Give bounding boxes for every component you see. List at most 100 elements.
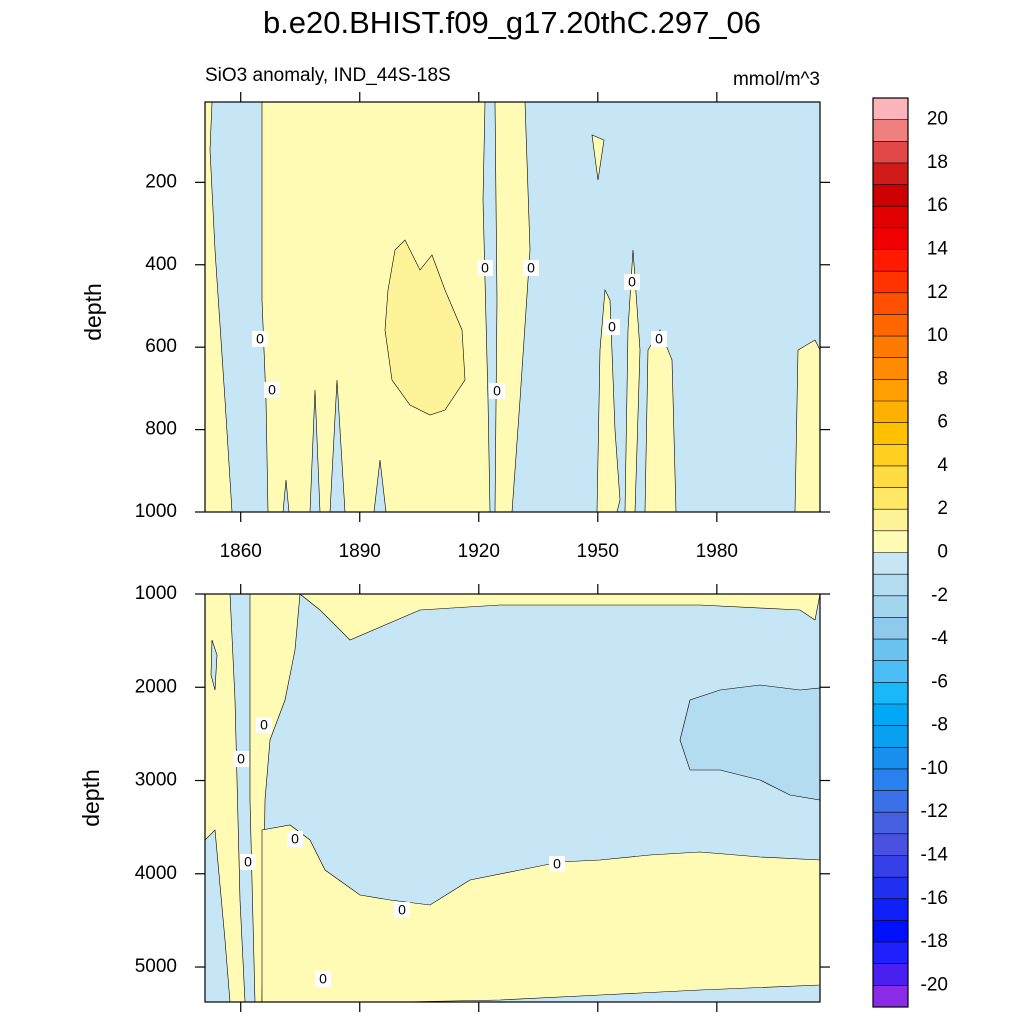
colorbar-tick-label: -2	[931, 585, 948, 606]
x-tick-label: 1890	[339, 541, 381, 562]
colorbar-tick-label: -14	[921, 845, 949, 866]
y-tick-label: 1000	[135, 583, 177, 604]
colorbar-box	[873, 574, 908, 596]
contour-label: 0	[628, 274, 636, 290]
contour-label: 0	[319, 971, 327, 987]
colorbar-box	[873, 877, 908, 899]
colorbar-box	[873, 639, 908, 661]
contour-label: 0	[268, 382, 276, 398]
colorbar-tick-label: -10	[921, 758, 948, 779]
colorbar-tick-label: -16	[921, 888, 948, 909]
colorbar-tick-label: 14	[927, 239, 949, 260]
contour-label-box	[477, 260, 493, 276]
colorbar-box	[873, 942, 908, 964]
colorbar-box	[873, 920, 908, 943]
colorbar-box	[873, 162, 908, 185]
y-axis-label: depth	[80, 283, 106, 341]
contour-label-box	[233, 751, 249, 767]
contour-label: 0	[260, 717, 268, 733]
colorbar-tick-label: -20	[921, 974, 948, 995]
colorbar-box	[873, 98, 908, 120]
colorbar-box	[873, 292, 908, 315]
y-tick-label: 1000	[135, 501, 177, 522]
plot-frame	[204, 101, 821, 513]
units: mmol/m^3	[733, 69, 820, 90]
contour-label: 0	[237, 751, 245, 767]
colorbar-tick-label: 18	[927, 152, 948, 173]
y-axis-label: depth	[78, 769, 104, 827]
x-tick-label: 1920	[458, 541, 500, 562]
subtitle: SiO3 anomaly, IND_44S-18S	[205, 65, 451, 86]
contour-label: 0	[655, 331, 663, 347]
colorbar-box	[873, 985, 908, 1007]
colorbar-tick-label: 12	[927, 282, 948, 303]
colorbar-box	[873, 249, 908, 272]
contour-label-box	[651, 331, 667, 347]
y-tick-label: 400	[145, 254, 177, 275]
colorbar-tick-label: -6	[931, 671, 948, 692]
contour-label-box	[523, 260, 539, 276]
contour-label-box	[604, 319, 620, 335]
contour-label-box	[549, 856, 565, 872]
colorbar-box	[873, 790, 908, 813]
colorbar-frame	[872, 97, 909, 1008]
colorbar-tick-label: 2	[937, 498, 948, 519]
colorbar-box	[873, 401, 908, 423]
colorbar-box	[873, 314, 908, 337]
colorbar-box	[873, 660, 908, 683]
colorbar-tick-label: 4	[937, 455, 948, 476]
colorbar-box	[873, 379, 908, 401]
contour-region	[210, 639, 218, 691]
x-tick-label: 1860	[220, 541, 262, 562]
contour-region	[384, 239, 466, 416]
y-tick-label: 5000	[135, 956, 177, 977]
contour-label-box	[394, 902, 410, 918]
colorbar-box	[873, 768, 908, 791]
contour-region	[261, 101, 491, 513]
contour-label-box	[240, 854, 256, 870]
colorbar-tick-label: -18	[921, 931, 948, 952]
contour-label-box	[624, 274, 640, 290]
colorbar-box	[873, 444, 908, 466]
colorbar-box	[873, 855, 908, 878]
colorbar-box	[873, 595, 908, 618]
chart-title: b.e20.BHIST.f09_g17.20thC.297_06	[263, 5, 761, 40]
contour-label-box	[252, 331, 268, 347]
colorbar-tick-label: 10	[927, 325, 948, 346]
colorbar-box	[873, 530, 908, 553]
y-tick-label: 200	[145, 171, 177, 192]
colorbar-box	[873, 487, 908, 510]
colorbar-box	[873, 206, 908, 228]
contour-region	[494, 101, 531, 513]
colorbar-box	[873, 465, 908, 488]
colorbar-box	[873, 704, 908, 726]
contour-label: 0	[553, 856, 561, 872]
colorbar-tick-label: 6	[937, 412, 948, 433]
colorbar-box	[873, 336, 908, 358]
colorbar-tick-label: -8	[931, 715, 948, 736]
contour-label-box	[315, 971, 331, 987]
contour-label-box	[264, 382, 280, 398]
contour-label-box	[287, 831, 303, 847]
colorbar-box	[873, 747, 908, 769]
colorbar-tick-label: 16	[927, 195, 948, 216]
colorbar-box	[873, 725, 908, 748]
contour-label: 0	[398, 902, 406, 918]
contour-region	[591, 134, 605, 181]
y-tick-label: 600	[145, 336, 177, 357]
contour-label: 0	[244, 854, 252, 870]
contour-label: 0	[256, 331, 264, 347]
colorbar-box	[873, 812, 908, 834]
colorbar-box	[873, 184, 908, 207]
y-tick-label: 2000	[135, 676, 177, 697]
colorbar-box	[873, 119, 908, 142]
contour-label-box	[256, 717, 272, 733]
contour-label: 0	[481, 260, 489, 276]
contour-label: 0	[527, 260, 535, 276]
colorbar-box	[873, 509, 908, 531]
contour-region	[596, 288, 621, 513]
colorbar-tick-label: -12	[921, 801, 948, 822]
colorbar-box	[873, 227, 908, 250]
